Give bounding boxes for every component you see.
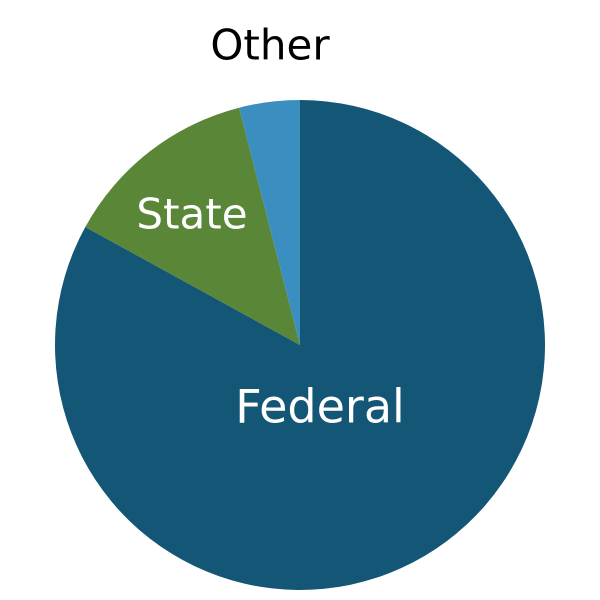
pie-label-other: Other [210, 21, 330, 70]
pie-slice-state [85, 107, 300, 345]
pie-slice-federal [54, 100, 545, 590]
pie-labels: Federal State Other [136, 21, 404, 434]
pie-label-state: State [136, 190, 247, 239]
pie-label-federal: Federal [235, 380, 405, 434]
pie-slices [54, 100, 545, 590]
pie-slice-other [239, 100, 300, 345]
